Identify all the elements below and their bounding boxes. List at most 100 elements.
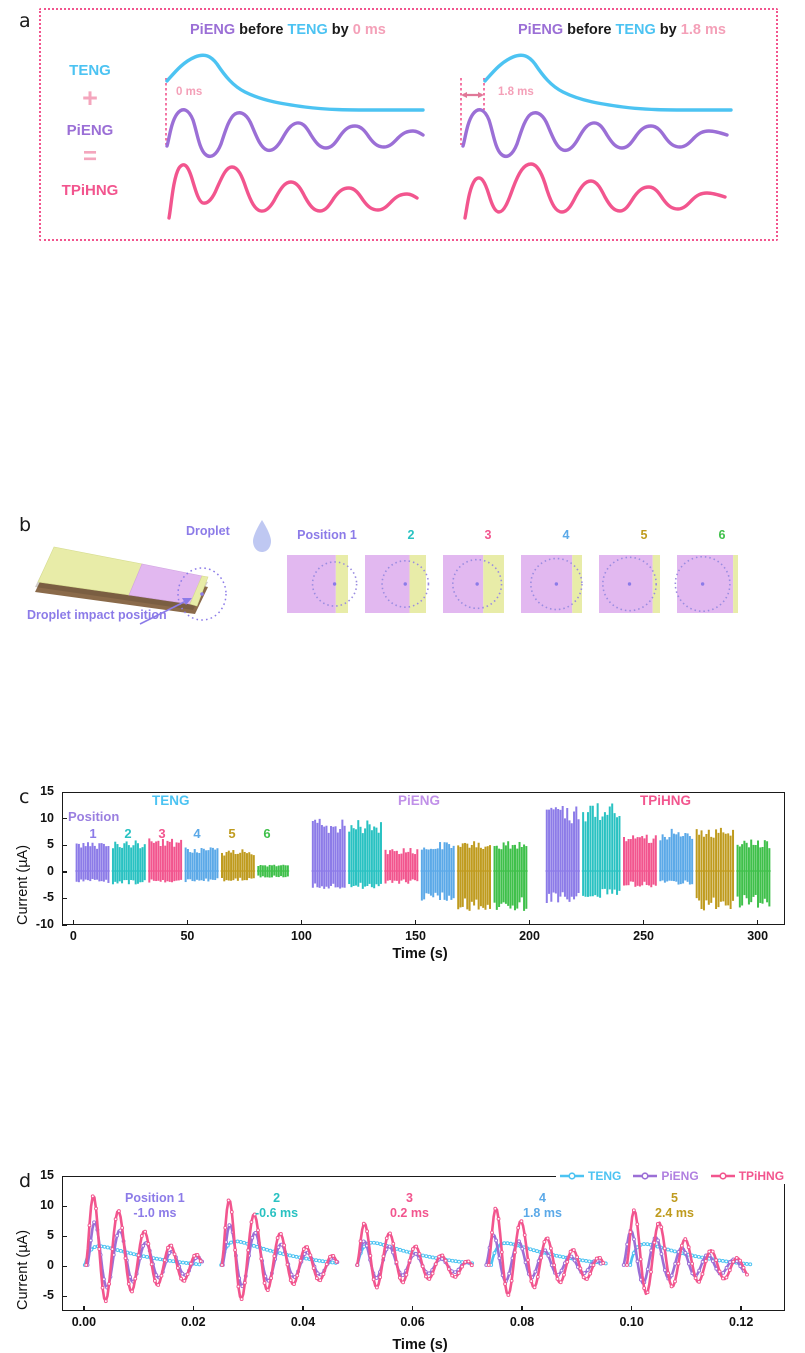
legend-item-teng[interactable]: TENG — [559, 1169, 621, 1183]
pieng-marker — [686, 1261, 691, 1266]
teng-marker — [375, 1241, 380, 1246]
pieng-marker — [227, 1223, 232, 1228]
tpihng-marker — [724, 1275, 729, 1280]
panel-d-ytickmark — [62, 1235, 67, 1237]
substrate-illustration — [35, 546, 227, 625]
tpihng-marker — [503, 1282, 508, 1286]
tpihng-marker — [220, 1263, 224, 1267]
tpihng-marker — [120, 1225, 125, 1230]
tpihng-marker — [103, 1299, 108, 1304]
panel-d-ann-3: 3 0.2 ms — [390, 1191, 429, 1222]
panel-d-xtick-0.12: 0.12 — [729, 1315, 754, 1329]
tpihng-marker — [301, 1247, 306, 1251]
teng-marker — [197, 1262, 202, 1267]
pieng-waveform-col2 — [461, 108, 729, 159]
panel-c-ytick--10: -10 — [35, 917, 54, 931]
tpihng-marker — [152, 1278, 157, 1283]
tpihng-marker — [693, 1276, 698, 1281]
tpihng-marker — [649, 1269, 653, 1274]
teng-marker — [184, 1261, 189, 1265]
panel-c-xtickmark — [186, 920, 189, 925]
tpihng-marker — [645, 1290, 650, 1295]
pieng-marker — [697, 1268, 702, 1273]
droplet-label: Droplet — [186, 524, 230, 538]
teng-marker — [294, 1254, 299, 1259]
teng-marker — [424, 1254, 429, 1259]
tpihng-marker — [305, 1245, 310, 1250]
panel-d-ytick-5: 5 — [47, 1228, 54, 1242]
tpihng-marker — [97, 1247, 102, 1251]
tpihng-marker — [275, 1236, 280, 1240]
pieng-marker — [710, 1259, 715, 1264]
tpihng-marker — [542, 1239, 547, 1244]
legend-marker-pieng-icon — [633, 1172, 658, 1180]
position-header-1: Position 1 — [297, 528, 357, 542]
tpihng-marker — [397, 1275, 402, 1280]
tpihng-marker — [666, 1271, 671, 1276]
tpihng-marker — [265, 1288, 270, 1292]
teng-marker — [320, 1259, 325, 1264]
tpihng-marker — [655, 1222, 660, 1226]
pieng-marker — [673, 1261, 678, 1266]
panel-c: c Current (µA) 15 10 5 0 -5 -10 0 50 100 150 200 2… — [0, 390, 805, 962]
tpihng-marker — [594, 1256, 599, 1261]
position-cell-1 — [287, 555, 358, 613]
panel-c-xtick-250: 250 — [633, 929, 654, 943]
legend-item-pieng[interactable]: PiENG — [632, 1169, 699, 1183]
cell-center-dot — [332, 582, 337, 586]
tpihng-marker — [625, 1263, 629, 1267]
teng-marker — [584, 1258, 589, 1263]
panel-d-ann-3-pos: 3 — [405, 1191, 413, 1205]
label-tpihng: TPiHNG — [61, 182, 119, 199]
pieng-marker — [559, 1268, 564, 1273]
panel-a-dotted-frame — [39, 8, 778, 241]
teng-marker — [430, 1255, 435, 1260]
teng-marker — [528, 1247, 533, 1252]
teng-marker — [304, 1256, 309, 1261]
panel-d-ann-5: 5 2.4 ms — [655, 1191, 694, 1222]
pieng-marker — [645, 1267, 650, 1272]
panel-d-xtick-0.1: 0.10 — [619, 1315, 644, 1329]
teng-marker — [268, 1248, 273, 1253]
tpihng-marker — [107, 1281, 112, 1286]
legend-item-tpihng[interactable]: TPiHNG — [710, 1169, 784, 1183]
panel-d: d Current (µA) 15 10 5 0 -5 0.00 0.02 0.04 0.06… — [0, 580, 805, 1353]
panel-d-ann-2-delay: -0.6 ms — [255, 1206, 299, 1221]
impact-circle — [177, 567, 227, 621]
panel-d-xtick-0.06: 0.06 — [400, 1315, 425, 1329]
tpihng-marker — [139, 1234, 144, 1238]
tpihng-marker — [486, 1263, 491, 1267]
panel-c-pos-num-3: 3 — [158, 826, 166, 841]
teng-marker — [642, 1242, 646, 1246]
impact-position-label: Droplet impact position — [27, 608, 167, 622]
panel-b-letter: b — [19, 514, 32, 536]
panel-a: a PiENG before TENG by 0 ms PiENG before… — [0, 0, 805, 252]
teng-marker — [505, 1241, 510, 1246]
panel-c-ytickmark — [62, 871, 67, 873]
tpihng-marker — [453, 1274, 458, 1279]
teng-marker — [696, 1254, 701, 1259]
teng-marker — [554, 1253, 559, 1258]
pieng-marker — [734, 1259, 739, 1264]
teng-marker — [669, 1248, 674, 1253]
tpihng-marker — [239, 1297, 244, 1302]
impact-pointer-arrow-icon — [182, 598, 192, 605]
panel-c-xtick-0: 0 — [69, 929, 77, 943]
tpihng-marker — [679, 1243, 684, 1248]
tpihng-marker — [741, 1265, 746, 1270]
tpihng-marker — [430, 1271, 435, 1276]
tpihng-marker — [169, 1243, 174, 1248]
position-cell-4 — [521, 555, 583, 613]
panel-c-xtick-150: 150 — [405, 929, 426, 943]
tpihng-marker — [292, 1282, 296, 1287]
teng-marker — [158, 1257, 163, 1262]
panel-d-xtickmark — [302, 1306, 304, 1311]
tpihng-marker — [529, 1279, 534, 1284]
panel-c-ytick--5: -5 — [42, 890, 54, 905]
impact-pointer-line — [139, 598, 191, 625]
tpihng-marker — [242, 1280, 247, 1285]
teng-marker — [744, 1262, 749, 1266]
tpihng-marker — [700, 1272, 705, 1276]
panel-c-xtickmark — [756, 920, 759, 925]
panel-d-xtickmark — [411, 1306, 414, 1311]
